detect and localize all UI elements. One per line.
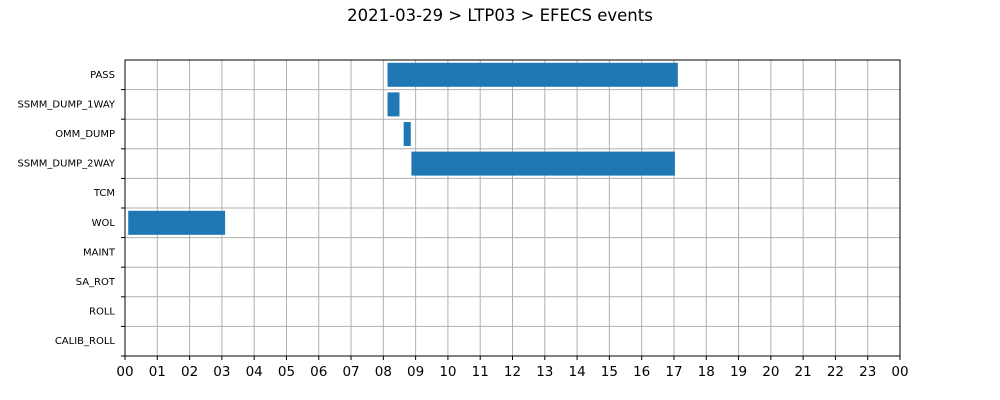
- category-label-omm-dump: OMM_DUMP: [55, 129, 115, 140]
- bar-pass: [387, 62, 678, 87]
- category-label-sa-rot: SA_ROT: [76, 277, 116, 288]
- category-label-pass: PASS: [90, 70, 115, 81]
- bar-ssmm-dump-1way: [387, 92, 400, 117]
- x-tick-label: 22: [827, 364, 844, 380]
- x-tick-label: 12: [504, 364, 521, 380]
- x-tick-label: 18: [698, 364, 715, 380]
- chart-title: 2021-03-29 > LTP03 > EFECS events: [347, 6, 653, 25]
- category-label-tcm: TCM: [93, 188, 115, 199]
- x-tick-label: 06: [310, 364, 327, 380]
- x-tick-label: 21: [795, 364, 812, 380]
- x-tick-label: 03: [213, 364, 230, 380]
- x-tick-label: 20: [762, 364, 779, 380]
- x-tick-label: 11: [472, 364, 489, 380]
- x-tick-label: 01: [149, 364, 166, 380]
- axis-ticks: [121, 89, 901, 360]
- axis-labels: 00 01 02 03 04 05 06 07 08 09 10 11 12 13 14 15 16 17 18 19…: [17, 70, 908, 380]
- x-tick-label: 23: [859, 364, 876, 380]
- x-tick-label: 16: [633, 364, 650, 380]
- category-label-maint: MAINT: [83, 247, 116, 258]
- x-tick-label: 19: [730, 364, 747, 380]
- x-tick-label: 02: [181, 364, 198, 380]
- x-tick-label: 04: [246, 364, 263, 380]
- x-tick-label: 09: [407, 364, 424, 380]
- x-tick-label: 00: [891, 364, 908, 380]
- category-label-wol: WOL: [92, 218, 116, 229]
- bar-ssmm-dump-2way: [411, 151, 675, 176]
- x-tick-label: 13: [536, 364, 553, 380]
- bar-omm-dump: [403, 122, 411, 146]
- x-tick-label: 10: [439, 364, 456, 380]
- category-label-roll: ROLL: [89, 307, 115, 318]
- x-tick-label: 07: [342, 364, 359, 380]
- category-label-ssmm-dump-1way: SSMM_DUMP_1WAY: [17, 99, 115, 110]
- event-bars: [128, 62, 678, 235]
- bar-wol: [128, 210, 226, 235]
- x-tick-label: 05: [278, 364, 295, 380]
- x-tick-label: 14: [568, 364, 585, 380]
- x-tick-label: 08: [375, 364, 392, 380]
- x-tick-label: 15: [601, 364, 618, 380]
- x-tick-label: 17: [665, 364, 682, 380]
- category-label-calib-roll: CALIB_ROLL: [55, 336, 116, 347]
- category-label-ssmm-dump-2way: SSMM_DUMP_2WAY: [17, 159, 115, 170]
- x-tick-label: 00: [116, 364, 133, 380]
